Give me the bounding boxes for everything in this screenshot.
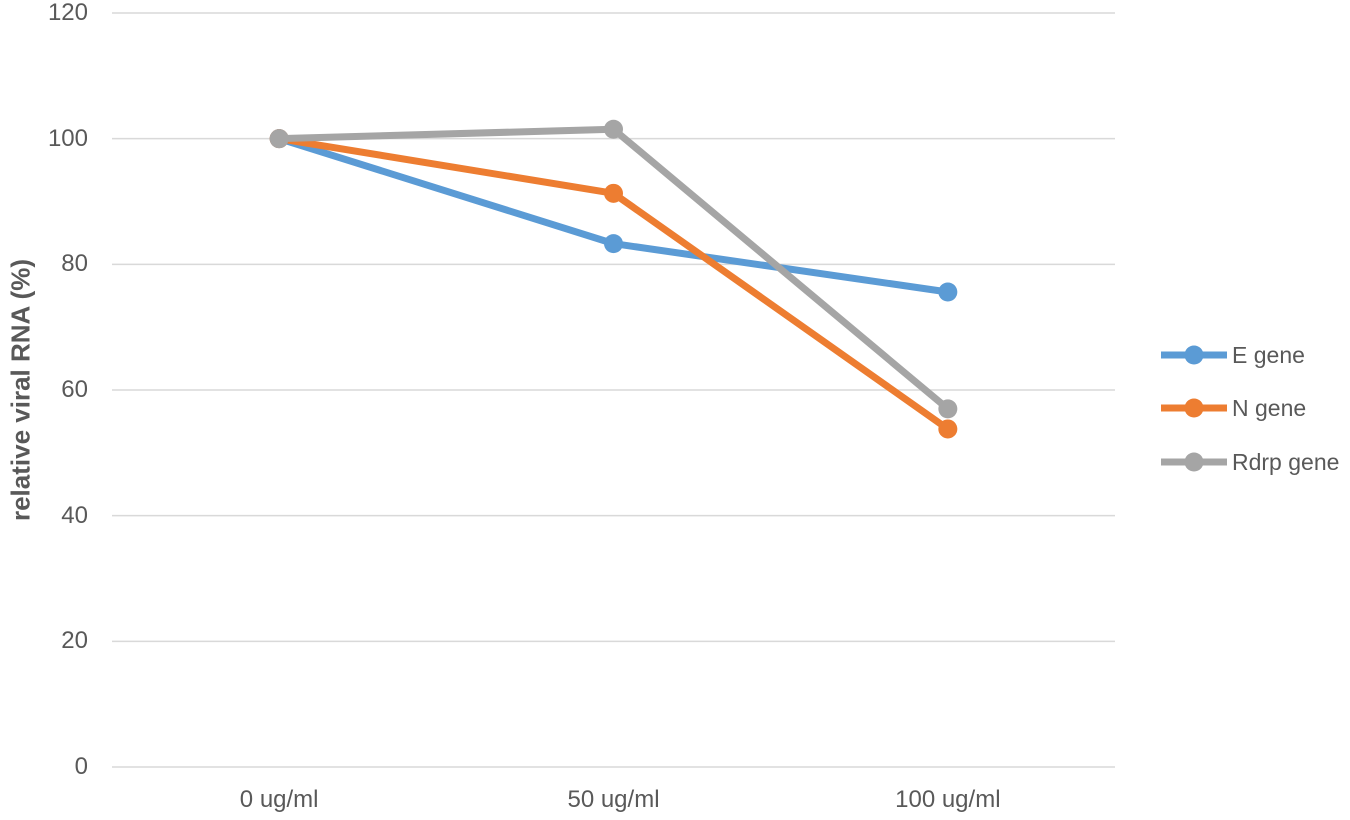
y-axis-tick-label: 20 [61, 627, 88, 655]
legend-marker-e-gene [1161, 345, 1227, 365]
data-point-marker [269, 129, 289, 149]
legend-label-rdrp-gene: Rdrp gene [1232, 448, 1340, 475]
x-axis-tick-label: 0 ug/ml [239, 786, 319, 813]
legend-marker-rdrp-gene [1161, 452, 1227, 472]
legend-item-n-gene: N gene [1160, 393, 1306, 423]
data-point-marker [938, 399, 958, 419]
y-axis-tick-label: 120 [47, 0, 88, 26]
legend-item-e-gene: E gene [1160, 340, 1305, 370]
legend: E gene N gene Rdrp gene [1160, 0, 1350, 820]
series-line-e-gene [275, 135, 952, 296]
legend-marker-n-gene [1161, 398, 1227, 418]
y-axis-tick-label: 60 [61, 376, 88, 403]
y-axis-tick-label: 80 [61, 250, 88, 278]
data-point-marker [604, 119, 623, 139]
legend-label-e-gene: E gene [1232, 341, 1305, 368]
y-axis-tick-label: 40 [61, 501, 88, 529]
data-point-marker [604, 183, 623, 203]
x-axis-tick-label: 50 ug/ml [567, 786, 660, 813]
y-axis-tick-label: 0 [74, 753, 88, 780]
data-point-marker [604, 234, 623, 254]
y-axis-tick-label: 100 [47, 124, 88, 152]
series-line-n-gene [275, 135, 952, 433]
data-point-marker [938, 419, 958, 439]
x-axis-tick-label: 100 ug/ml [895, 786, 1001, 813]
legend-item-rdrp-gene: Rdrp gene [1160, 447, 1339, 477]
data-point-marker [938, 282, 958, 302]
legend-label-n-gene: N gene [1232, 394, 1307, 421]
